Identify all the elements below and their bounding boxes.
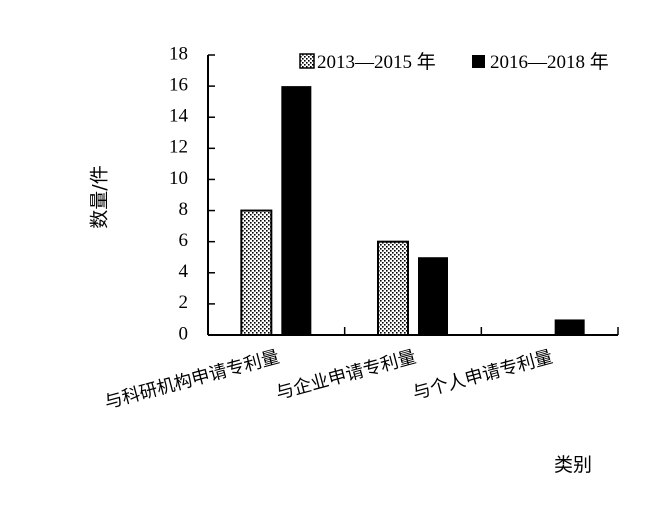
- legend-label-series-2: 2016—2018 年: [490, 51, 609, 73]
- y-tick-label: 16: [169, 74, 188, 95]
- y-tick-label: 4: [179, 261, 189, 282]
- bar-series-2-cat-3: [554, 319, 585, 335]
- y-axis-title: 数量/件: [89, 165, 111, 228]
- x-axis-title: 类别: [554, 454, 592, 476]
- legend-label-series-1: 2013—2015 年: [317, 51, 436, 73]
- bar-series-1-cat-1: [240, 209, 273, 336]
- y-tick-label: 18: [169, 43, 188, 64]
- y-tick-label: 0: [179, 323, 189, 344]
- category-label: 与个人申请专利量: [410, 347, 555, 405]
- y-axis-ticks: 0 2 4 6 8 10 12 14 16 18: [169, 43, 215, 344]
- bar-series-2-cat-1: [281, 86, 312, 335]
- y-tick-label: 6: [179, 230, 189, 251]
- legend-swatch-series-1: [299, 53, 315, 69]
- y-tick-label: 2: [179, 292, 189, 313]
- legend-swatch-series-2: [472, 55, 485, 68]
- y-tick-label: 14: [169, 106, 189, 127]
- category-label: 与科研机构申请专利量: [102, 347, 281, 414]
- bar-series-2-cat-2: [418, 257, 448, 335]
- bar-series-1-cat-2: [377, 240, 409, 337]
- y-tick-label: 12: [169, 137, 188, 158]
- x-axis-ticks: [343, 327, 619, 335]
- legend: 2013—2015 年 2016—2018 年: [299, 51, 609, 73]
- y-tick-label: 10: [169, 168, 188, 189]
- category-label: 与企业申请专利量: [274, 347, 419, 405]
- y-tick-label: 8: [179, 199, 189, 220]
- bars-layer: [240, 86, 585, 337]
